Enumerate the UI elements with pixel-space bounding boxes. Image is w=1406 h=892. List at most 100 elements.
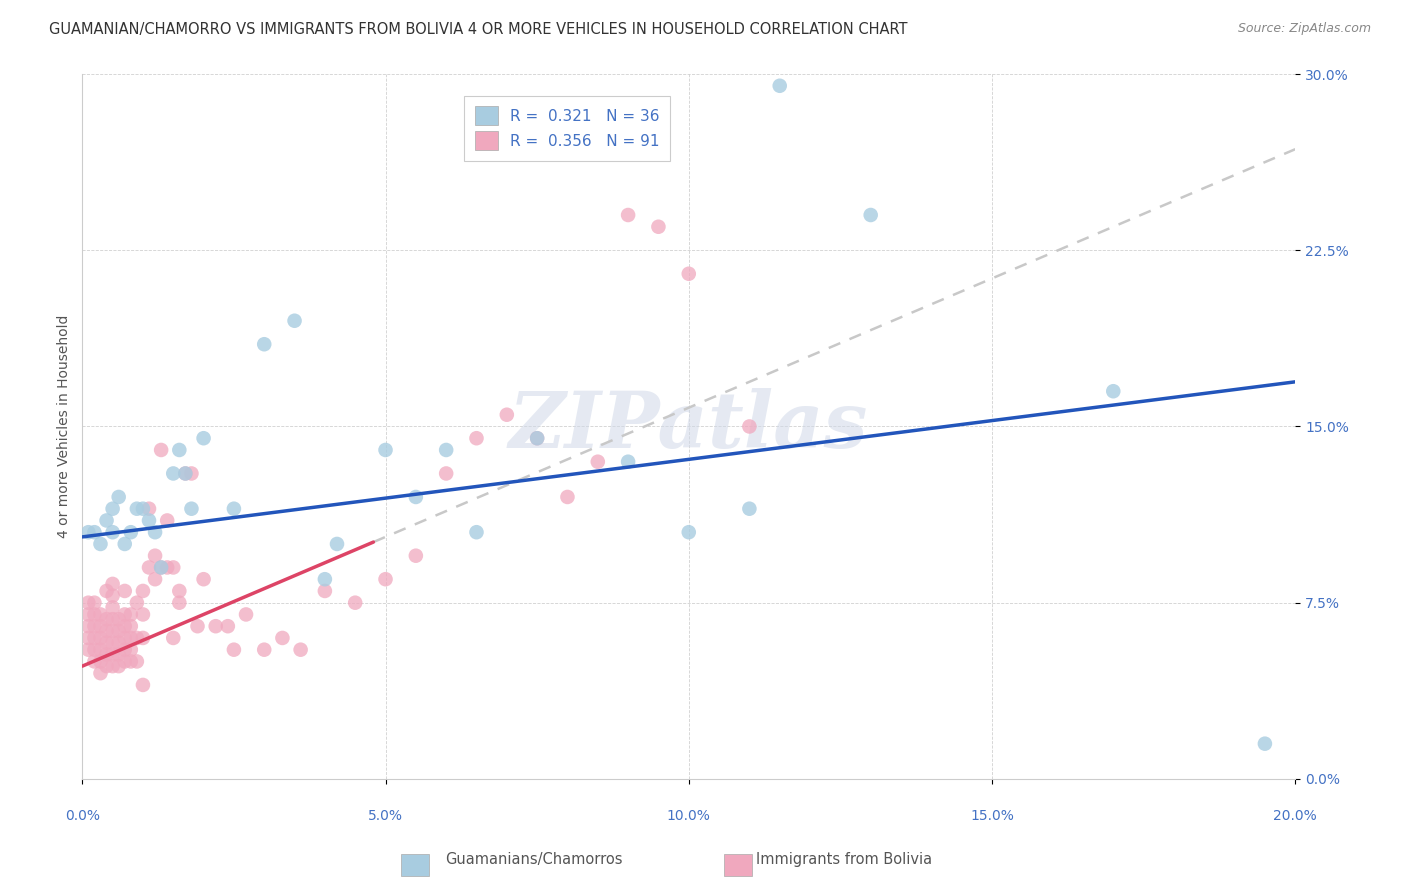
Point xyxy=(96,612,118,626)
Point xyxy=(89,607,111,622)
Point xyxy=(77,631,100,645)
Point xyxy=(89,631,111,645)
Point xyxy=(156,560,179,574)
Point xyxy=(83,596,105,610)
Point xyxy=(120,525,142,540)
Point xyxy=(434,467,457,481)
Point xyxy=(143,525,166,540)
Point xyxy=(101,600,124,615)
Point xyxy=(434,442,457,457)
Text: 5.0%: 5.0% xyxy=(368,809,404,823)
Point xyxy=(77,607,100,622)
Legend: R =  0.321   N = 36, R =  0.356   N = 91: R = 0.321 N = 36, R = 0.356 N = 91 xyxy=(464,95,671,161)
Point xyxy=(344,596,367,610)
Point xyxy=(101,612,124,626)
Point xyxy=(89,642,111,657)
Point xyxy=(526,431,548,445)
Point xyxy=(138,501,160,516)
Point xyxy=(174,467,197,481)
Point xyxy=(217,619,239,633)
Text: GUAMANIAN/CHAMORRO VS IMMIGRANTS FROM BOLIVIA 4 OR MORE VEHICLES IN HOUSEHOLD CO: GUAMANIAN/CHAMORRO VS IMMIGRANTS FROM BO… xyxy=(49,22,908,37)
Point xyxy=(374,572,396,586)
Point xyxy=(769,78,792,93)
Point xyxy=(83,619,105,633)
Point xyxy=(96,659,118,673)
Point xyxy=(114,607,136,622)
Point xyxy=(101,501,124,516)
Point xyxy=(271,631,294,645)
Point xyxy=(859,208,882,222)
Text: Source: ZipAtlas.com: Source: ZipAtlas.com xyxy=(1237,22,1371,36)
Text: ZIPatlas: ZIPatlas xyxy=(509,388,869,465)
Point xyxy=(678,267,700,281)
Point xyxy=(738,419,761,434)
Text: Guamanians/Chamorros: Guamanians/Chamorros xyxy=(446,852,623,867)
Point xyxy=(125,596,148,610)
Point xyxy=(77,642,100,657)
Point xyxy=(204,619,226,633)
Point xyxy=(222,642,245,657)
Point xyxy=(89,537,111,551)
Point xyxy=(132,583,155,598)
Point xyxy=(107,612,129,626)
Point xyxy=(96,513,118,527)
Point xyxy=(169,596,191,610)
Text: 0.0%: 0.0% xyxy=(65,809,100,823)
Point xyxy=(114,631,136,645)
Text: 15.0%: 15.0% xyxy=(970,809,1014,823)
Point xyxy=(180,501,202,516)
Y-axis label: 4 or more Vehicles in Household: 4 or more Vehicles in Household xyxy=(58,315,72,538)
Point xyxy=(193,572,215,586)
Point xyxy=(156,513,179,527)
Point xyxy=(465,431,488,445)
Point xyxy=(125,501,148,516)
Point xyxy=(283,314,305,328)
Point xyxy=(107,659,129,673)
Point xyxy=(114,655,136,669)
Point xyxy=(101,648,124,662)
Point xyxy=(253,337,276,351)
Point xyxy=(314,572,336,586)
Point xyxy=(132,678,155,692)
Point xyxy=(83,631,105,645)
Point xyxy=(526,431,548,445)
Point xyxy=(647,219,669,234)
Point xyxy=(101,525,124,540)
Point xyxy=(83,607,105,622)
Point xyxy=(405,490,427,504)
Point xyxy=(125,631,148,645)
Point xyxy=(314,583,336,598)
Point xyxy=(96,635,118,649)
Point xyxy=(132,631,155,645)
Point xyxy=(617,208,640,222)
Point xyxy=(174,467,197,481)
Point xyxy=(114,619,136,633)
Point xyxy=(150,560,173,574)
Point xyxy=(83,655,105,669)
Point xyxy=(617,455,640,469)
Point xyxy=(101,577,124,591)
Point xyxy=(120,642,142,657)
Point xyxy=(77,619,100,633)
Text: 10.0%: 10.0% xyxy=(666,809,710,823)
Point xyxy=(1102,384,1125,399)
Point xyxy=(120,631,142,645)
Point xyxy=(162,467,184,481)
Point xyxy=(169,442,191,457)
Point xyxy=(96,624,118,638)
Point xyxy=(89,619,111,633)
Point xyxy=(114,583,136,598)
Point xyxy=(83,642,105,657)
Point xyxy=(114,642,136,657)
Point xyxy=(678,525,700,540)
Point xyxy=(132,607,155,622)
Point xyxy=(101,589,124,603)
Point xyxy=(326,537,349,551)
Point xyxy=(107,490,129,504)
Point xyxy=(143,572,166,586)
Point xyxy=(120,607,142,622)
Text: 20.0%: 20.0% xyxy=(1274,809,1317,823)
Point xyxy=(101,624,124,638)
Point xyxy=(162,631,184,645)
Point xyxy=(96,583,118,598)
